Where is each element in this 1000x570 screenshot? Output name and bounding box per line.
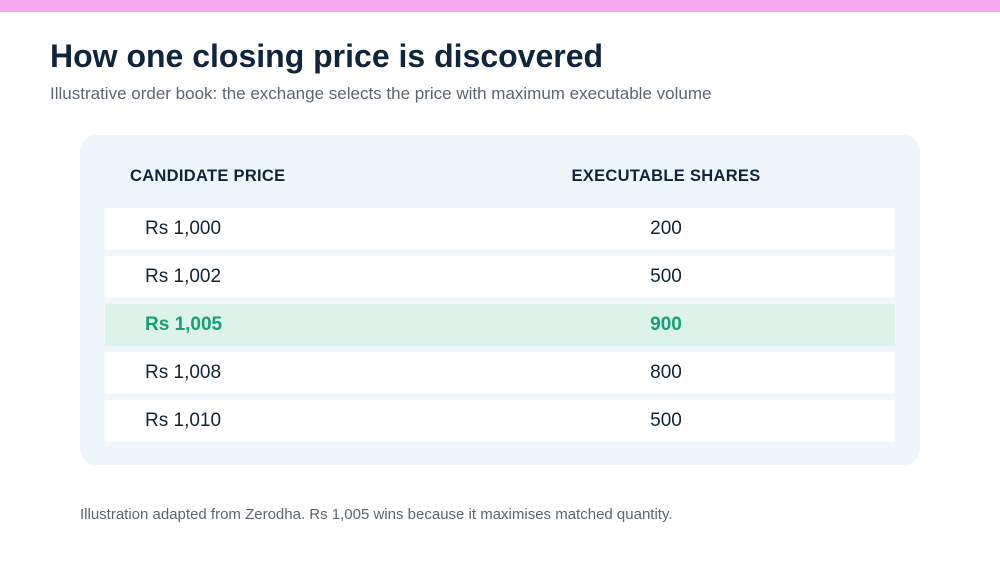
table-row: Rs 1,008 800 (105, 352, 895, 394)
cell-shares: 500 (650, 410, 682, 431)
cell-shares: 500 (650, 266, 682, 287)
column-header-candidate-price: CANDIDATE PRICE (130, 167, 286, 185)
footnote: Illustration adapted from Zerodha. Rs 1,… (80, 506, 673, 523)
table-row-highlighted: Rs 1,005 900 (105, 304, 895, 346)
cell-shares: 900 (650, 314, 682, 335)
table-body: Rs 1,000 200 Rs 1,002 500 Rs 1,005 900 R… (105, 208, 895, 448)
page-subtitle: Illustrative order book: the exchange se… (50, 84, 712, 103)
cell-price: Rs 1,008 (145, 362, 222, 383)
page-title: How one closing price is discovered (50, 38, 604, 74)
table-row: Rs 1,010 500 (105, 400, 895, 442)
cell-price: Rs 1,000 (145, 218, 222, 239)
cell-price: Rs 1,010 (145, 410, 222, 431)
column-header-executable-shares: EXECUTABLE SHARES (571, 167, 761, 185)
cell-price: Rs 1,005 (145, 314, 223, 335)
table-row: Rs 1,002 500 (105, 256, 895, 298)
order-book-card: CANDIDATE PRICE EXECUTABLE SHARES Rs 1,0… (80, 135, 920, 465)
table-header: CANDIDATE PRICE EXECUTABLE SHARES (80, 135, 920, 205)
top-accent-bar (0, 0, 1000, 12)
table-row: Rs 1,000 200 (105, 208, 895, 250)
cell-price: Rs 1,002 (145, 266, 222, 287)
cell-shares: 800 (650, 362, 682, 383)
cell-shares: 200 (650, 218, 682, 239)
